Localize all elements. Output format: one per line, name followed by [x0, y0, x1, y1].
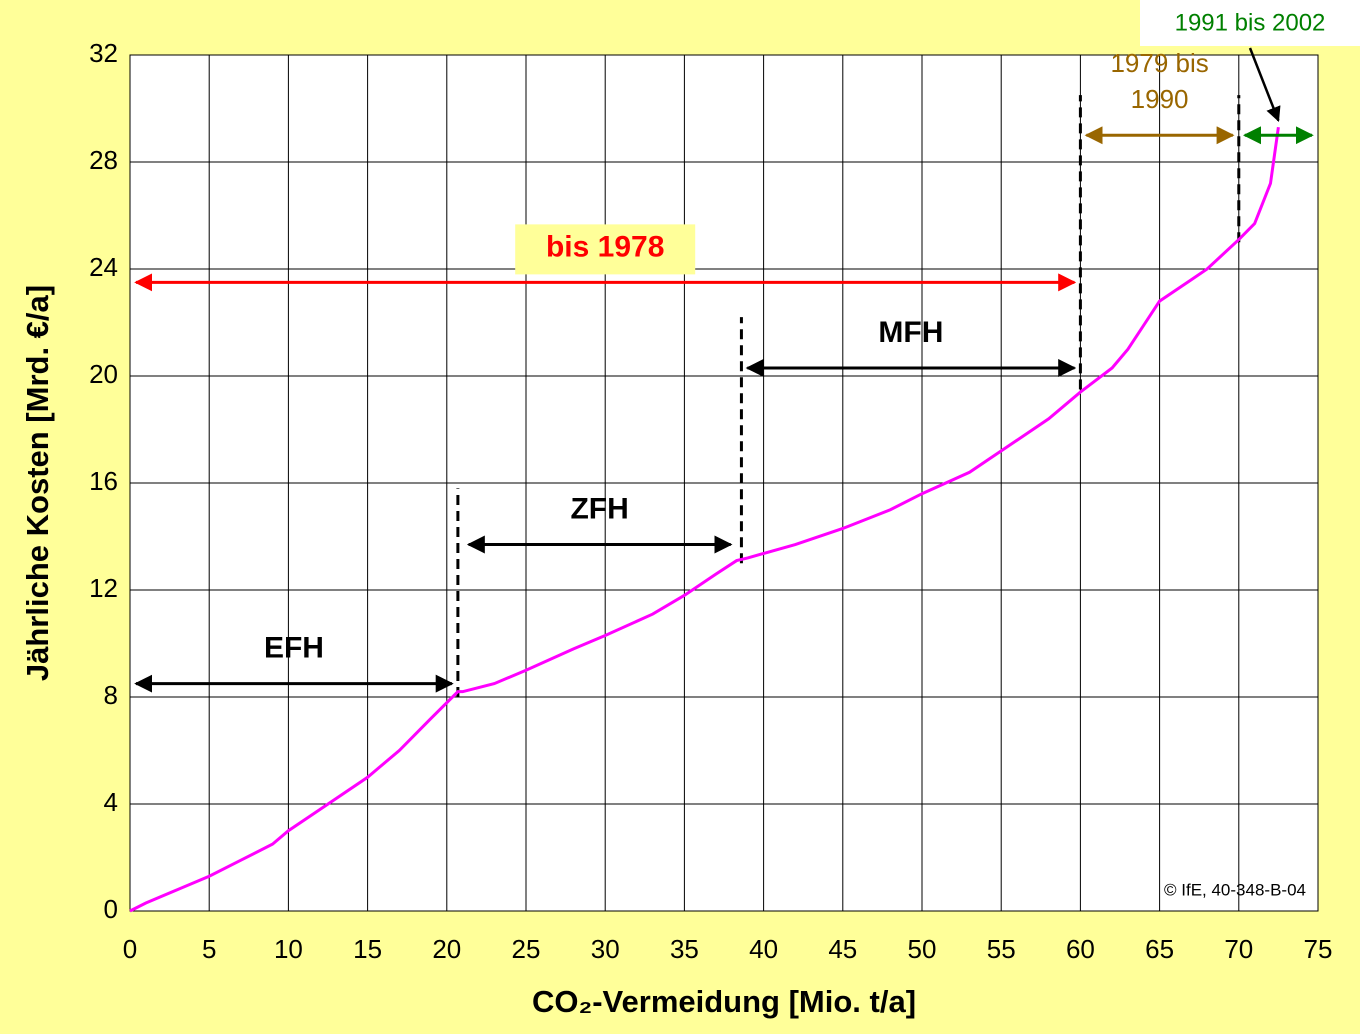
x-tick-label: 15: [353, 934, 382, 964]
x-tick-label: 25: [512, 934, 541, 964]
annotation-label: EFH: [264, 632, 324, 665]
x-tick-label: 55: [987, 934, 1016, 964]
x-tick-label: 10: [274, 934, 303, 964]
label-background: [515, 224, 696, 275]
x-tick-label: 50: [908, 934, 937, 964]
y-tick-label: 24: [89, 252, 118, 282]
x-tick-label: 65: [1145, 934, 1174, 964]
x-tick-label: 75: [1304, 934, 1333, 964]
y-tick-label: 16: [89, 466, 118, 496]
x-axis-title: CO₂-Vermeidung [Mio. t/a]: [532, 984, 916, 1019]
x-tick-label: 40: [749, 934, 778, 964]
annotation-label: ZFH: [570, 492, 628, 525]
annotation-label: 1991 bis 2002: [1175, 9, 1326, 36]
annotation-label: bis 1978: [546, 230, 664, 263]
x-tick-label: 30: [591, 934, 620, 964]
x-tick-label: 20: [432, 934, 461, 964]
y-tick-label: 20: [89, 359, 118, 389]
x-tick-label: 0: [123, 934, 137, 964]
x-tick-label: 35: [670, 934, 699, 964]
x-tick-label: 45: [828, 934, 857, 964]
x-tick-label: 70: [1224, 934, 1253, 964]
x-tick-label: 5: [202, 934, 216, 964]
data-line: [129, 127, 1280, 913]
copyright: © IfE, 40-348-B-04: [1164, 880, 1306, 899]
y-tick-label: 32: [89, 38, 118, 68]
annotation-label: 1990: [1131, 84, 1189, 114]
y-tick-label: 28: [89, 145, 118, 175]
y-tick-label: 8: [104, 680, 118, 710]
y-tick-label: 0: [104, 894, 118, 924]
y-tick-label: 12: [89, 573, 118, 603]
x-tick-label: 60: [1066, 934, 1095, 964]
y-tick-label: 4: [104, 787, 118, 817]
callout-box: [1140, 0, 1360, 46]
y-axis-title: Jährliche Kosten [Mrd. €/a]: [20, 285, 55, 681]
annotation-label: MFH: [878, 316, 943, 349]
annotation-label: 1979 bis: [1110, 48, 1208, 78]
callout-arrow: [1248, 47, 1281, 122]
